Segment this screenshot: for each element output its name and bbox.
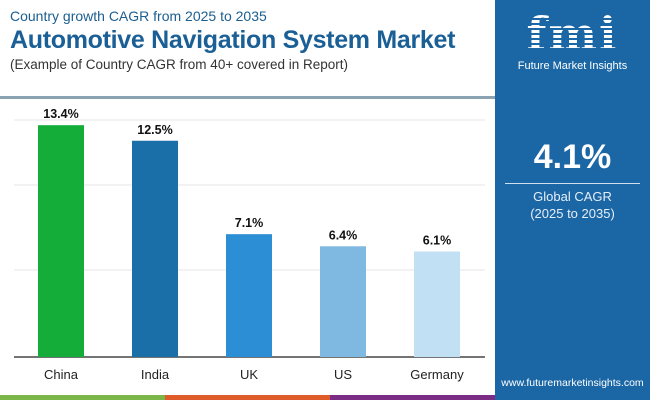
side-panel: fmi Future Market Insights 4.1% Global C… [495, 0, 650, 400]
chart-subtitle: Country growth CAGR from 2025 to 2035 [10, 8, 267, 24]
data-label: 13.4% [43, 107, 78, 121]
x-tick-label: UK [240, 367, 258, 382]
fmi-logo: fmi Future Market Insights [515, 10, 630, 72]
logo-mark: fmi [515, 10, 630, 58]
footer-strip-orange [165, 395, 330, 400]
bar-germany [414, 251, 460, 357]
data-label: 7.1% [235, 216, 264, 230]
global-cagr-label: Global CAGR [533, 189, 612, 204]
x-tick-label: Germany [410, 367, 464, 382]
chart-note: (Example of Country CAGR from 40+ covere… [10, 57, 349, 72]
brand-name: Future Market Insights [517, 60, 628, 72]
data-label: 12.5% [137, 123, 172, 137]
data-label: 6.1% [423, 233, 452, 247]
x-tick-label: US [334, 367, 352, 382]
data-label: 6.4% [329, 228, 358, 242]
x-tick-label: China [44, 367, 79, 382]
x-tick-label: India [141, 367, 170, 382]
bar-uk [226, 234, 272, 357]
global-cagr-value: 4.1% [533, 138, 612, 176]
bar-china [38, 125, 84, 358]
chart-title: Automotive Navigation System Market [10, 26, 456, 54]
footer-strip-green [0, 395, 165, 400]
bar-chart: 13.4% China 12.5% India 7.1% UK 6.4% US 6.1% Germ… [14, 107, 485, 382]
panel-divider [505, 183, 640, 184]
bar-us [320, 246, 366, 357]
website-link[interactable]: www.futuremarketinsights.com [501, 377, 644, 389]
bar-india [132, 140, 178, 357]
footer-strip-purple [330, 395, 495, 400]
header-divider [0, 96, 495, 99]
global-cagr-period: (2025 to 2035) [530, 206, 615, 221]
